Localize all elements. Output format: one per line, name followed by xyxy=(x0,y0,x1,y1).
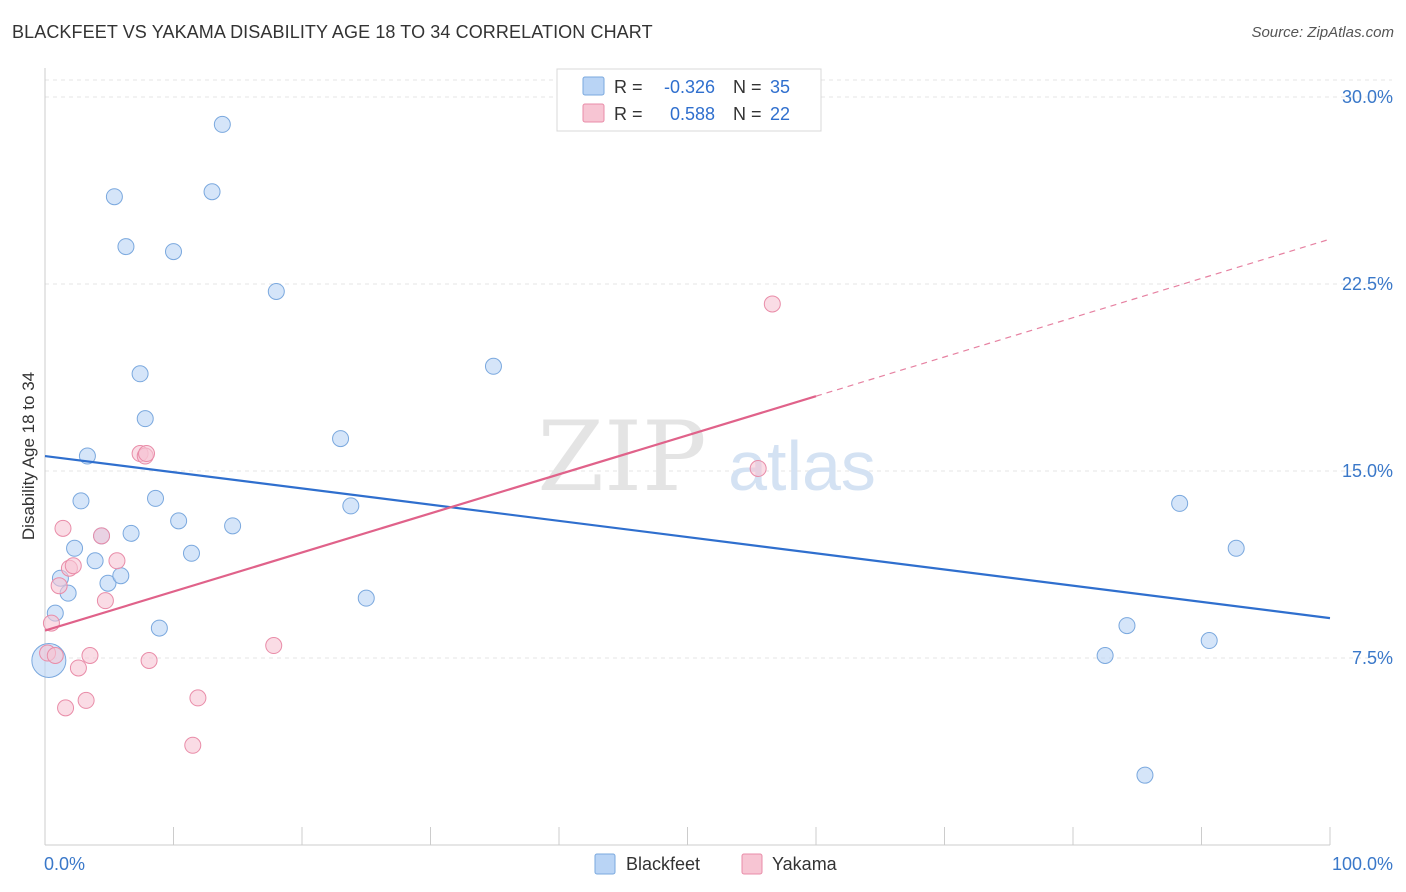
blackfeet-point-20 xyxy=(182,544,200,562)
series-legend-label-blackfeet: Blackfeet xyxy=(626,854,700,874)
r-label-yakama: R = xyxy=(614,104,643,124)
series-legend-swatch-blackfeet xyxy=(594,853,616,875)
grid-lines xyxy=(45,79,1392,659)
data-points xyxy=(31,115,1245,784)
yakama-point-5 xyxy=(57,699,75,717)
blackfeet-point-9 xyxy=(99,574,117,592)
yakama-point-8 xyxy=(69,659,87,677)
blackfeet-point-11 xyxy=(112,567,130,585)
yakama-point-7 xyxy=(64,557,82,575)
yakama-point-16 xyxy=(138,445,156,463)
blackfeet-point-13 xyxy=(122,524,140,542)
blackfeet-point-18 xyxy=(165,243,182,261)
yakama-trend-extension xyxy=(815,238,1331,397)
blackfeet-point-21 xyxy=(203,183,221,201)
blackfeet-point-29 xyxy=(1096,647,1114,665)
n-label-blackfeet: N = xyxy=(733,77,762,97)
y-axis-label: Disability Age 18 to 34 xyxy=(19,372,38,540)
yakama-point-4 xyxy=(54,519,72,537)
yakama-point-13 xyxy=(108,552,126,570)
x-tick-label-1: 100.0% xyxy=(1332,854,1393,874)
n-value-yakama: 22 xyxy=(770,104,790,124)
yakama-point-21 xyxy=(749,460,767,478)
blackfeet-point-32 xyxy=(1171,494,1189,512)
r-value-yakama: 0.588 xyxy=(670,104,715,124)
blackfeet-point-16 xyxy=(147,489,165,507)
yakama-point-20 xyxy=(265,637,283,655)
blackfeet-point-5 xyxy=(72,492,90,510)
watermark-zip: ZIP xyxy=(537,401,706,513)
chart-title: BLACKFEET VS YAKAMA DISABILITY AGE 18 TO… xyxy=(12,22,653,42)
y-tick-labels: 7.5% 15.0% 22.5% 30.0% xyxy=(1342,87,1393,668)
correlation-legend: R = -0.326 N = 35 R = 0.588 N = 22 xyxy=(556,68,822,132)
source-label: Source: ZipAtlas.com xyxy=(1251,24,1394,41)
y-tick-label-0: 7.5% xyxy=(1352,648,1393,668)
blackfeet-point-28 xyxy=(484,357,502,375)
series-legend: Blackfeet Yakama xyxy=(594,853,838,875)
y-tick-label-1: 15.0% xyxy=(1342,461,1393,481)
blackfeet-point-19 xyxy=(170,512,188,530)
x-tick-labels: 0.0% 100.0% xyxy=(44,854,1393,874)
blackfeet-point-26 xyxy=(342,497,360,515)
blackfeet-point-15 xyxy=(136,410,154,428)
y-tick-label-3: 30.0% xyxy=(1342,87,1393,107)
r-value-blackfeet: -0.326 xyxy=(664,77,715,97)
yakama-point-9 xyxy=(77,691,95,709)
yakama-point-17 xyxy=(140,651,158,669)
n-value-blackfeet: 35 xyxy=(770,77,790,97)
blackfeet-point-31 xyxy=(1136,766,1154,784)
series-legend-label-yakama: Yakama xyxy=(772,854,838,874)
r-label-blackfeet: R = xyxy=(614,77,643,97)
blackfeet-point-4 xyxy=(66,539,84,557)
blackfeet-point-14 xyxy=(131,365,149,383)
legend-swatch-yakama xyxy=(582,103,605,123)
blackfeet-point-34 xyxy=(1227,539,1245,557)
n-label-yakama: N = xyxy=(733,104,762,124)
blackfeet-point-22 xyxy=(213,115,231,133)
blackfeet-point-12 xyxy=(117,238,135,256)
blackfeet-point-24 xyxy=(267,282,285,300)
blackfeet-point-33 xyxy=(1200,632,1218,650)
yakama-point-18 xyxy=(184,736,202,754)
blackfeet-point-27 xyxy=(357,589,375,607)
blackfeet-point-7 xyxy=(86,552,104,570)
yakama-point-19 xyxy=(189,689,207,707)
x-tick-label-0: 0.0% xyxy=(44,854,85,874)
yakama-point-22 xyxy=(763,295,781,313)
yakama-point-11 xyxy=(93,527,111,545)
blackfeet-point-30 xyxy=(1118,617,1136,635)
blackfeet-point-25 xyxy=(332,430,350,448)
blackfeet-trend-line xyxy=(44,454,1331,620)
legend-swatch-blackfeet xyxy=(582,76,605,96)
blackfeet-point-10 xyxy=(105,188,123,206)
yakama-point-12 xyxy=(96,592,114,610)
y-tick-label-2: 22.5% xyxy=(1342,274,1393,294)
trend-lines xyxy=(44,238,1331,632)
yakama-point-3 xyxy=(50,577,68,595)
yakama-point-2 xyxy=(46,647,64,665)
blackfeet-point-17 xyxy=(150,619,168,637)
series-legend-swatch-yakama xyxy=(741,853,763,875)
blackfeet-point-23 xyxy=(224,517,242,535)
yakama-point-10 xyxy=(81,647,99,665)
yakama-trend-line xyxy=(44,395,817,632)
